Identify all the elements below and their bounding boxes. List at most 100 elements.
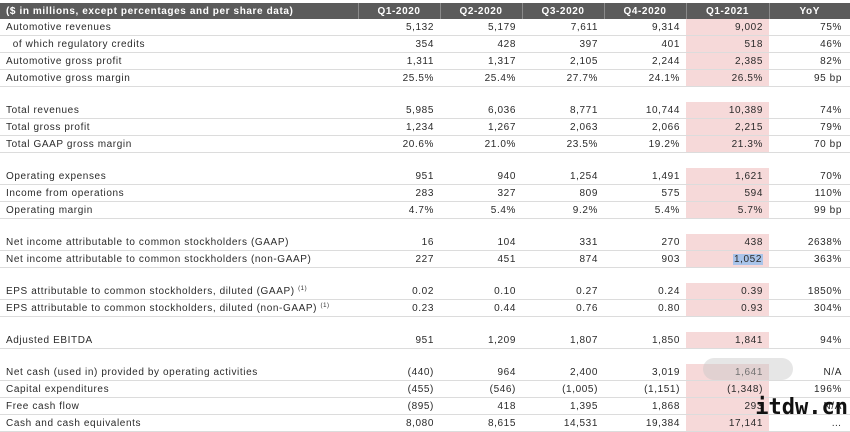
cell-value: 14,531 [563,417,598,429]
cell-value: 1,807 [569,334,598,346]
value-cell: 19,384 [604,415,686,432]
row-label-text: Total revenues [6,104,80,116]
footnote-marker: (1) [320,302,330,309]
cell-value: 70 bp [813,138,842,150]
value-cell: 26.5% [686,69,769,87]
cell-value: 293 [744,400,763,412]
cell-value: (440) [407,366,434,378]
cell-value: 3,019 [651,366,680,378]
value-cell: 518 [686,35,769,53]
cell-value: 19.2% [648,138,680,150]
cell-value: 940 [497,170,516,182]
value-cell: 575 [604,185,686,202]
cell-value: 16 [421,236,434,248]
row-label-text: Free cash flow [6,400,80,412]
cell-value: 25.4% [484,72,516,84]
row-label: Automotive revenues [0,19,358,36]
value-cell: 5.4% [440,202,522,219]
row-label: Automotive gross margin [0,70,358,87]
row-label-text: of which regulatory credits [6,38,146,50]
value-cell: 0.76 [522,300,604,317]
cell-value: 2,066 [651,121,680,133]
value-cell: 951 [358,332,440,349]
cell-value: (546) [489,383,516,395]
value-cell: 1,317 [440,53,522,70]
value-cell: (440) [358,364,440,381]
table-row: Automotive gross profit 1,311 1,317 2,105 2,… [0,52,850,70]
value-cell: 1,807 [522,332,604,349]
section-spacer [0,153,850,169]
cell-value: (455) [407,383,434,395]
cell-value: 809 [579,187,598,199]
table-row: Adjusted EBITDA 951 1,209 1,807 1,850 1,841 94… [0,332,850,349]
value-cell: 1,052 [686,250,769,268]
yoy-cell: 79% [769,119,850,136]
header-q1-2021: Q1-2021 [686,3,770,19]
value-cell: 1,841 [686,332,769,349]
yoy-cell: 2638% [769,234,850,251]
value-cell: 5,985 [358,102,440,119]
value-cell: 0.10 [440,283,522,300]
cell-value: 0.44 [494,302,516,314]
row-label-text: Operating margin [6,204,93,216]
value-cell: 1,311 [358,53,440,70]
row-label-text: Automotive gross profit [6,55,123,67]
row-label: Operating expenses [0,168,358,185]
value-cell: 7,611 [522,19,604,36]
yoy-cell: 95 bp [769,70,850,87]
table-row: EPS attributable to common stockholders,… [0,283,850,300]
cell-value: 903 [661,253,680,265]
value-cell: 0.27 [522,283,604,300]
row-label: Income from operations [0,185,358,202]
cell-value: 1,850 [651,334,680,346]
cell-value: (1,005) [562,383,598,395]
yoy-cell: 363% [769,251,850,268]
value-cell: 25.5% [358,70,440,87]
value-cell: 27.7% [522,70,604,87]
cell-value[interactable]: 1,052 [732,253,763,265]
cell-value: 594 [744,187,763,199]
value-cell: 6,036 [440,102,522,119]
value-cell: (1,348) [686,380,769,398]
yoy-cell: 70% [769,168,850,185]
row-label: Total revenues [0,102,358,119]
row-label: Capital expenditures [0,381,358,398]
value-cell: (1,005) [522,381,604,398]
header-q1-2020: Q1-2020 [358,3,441,19]
cell-value: 951 [415,170,434,182]
value-cell: 428 [440,36,522,53]
cell-value: 0.76 [576,302,598,314]
cell-value: 428 [497,38,516,50]
cell-value: 82% [820,55,842,67]
row-label: Operating margin [0,202,358,219]
cell-value: 964 [497,366,516,378]
cell-value: 9,314 [651,21,680,33]
footnote-marker: (1) [298,285,308,292]
value-cell: 21.0% [440,136,522,153]
cell-value: 8,615 [487,417,516,429]
value-cell: 8,615 [440,415,522,432]
value-cell: 3,019 [604,364,686,381]
value-cell: 23.5% [522,136,604,153]
cell-value: 5.4% [490,204,516,216]
value-cell: 1,234 [358,119,440,136]
cell-value: 2,244 [651,55,680,67]
value-cell: 9.2% [522,202,604,219]
cell-value: 1,491 [651,170,680,182]
cell-value: 6,036 [487,104,516,116]
value-cell: 331 [522,234,604,251]
yoy-cell: 74% [769,102,850,119]
row-label: Cash and cash equivalents [0,415,358,432]
value-cell: 0.93 [686,299,769,317]
cell-value: 8,080 [405,417,434,429]
table-row: Total gross profit 1,234 1,267 2,063 2,066 2,… [0,118,850,136]
cell-value: 19,384 [645,417,680,429]
table-row: Automotive revenues 5,132 5,179 7,611 9,314 9… [0,19,850,36]
section-spacer [0,268,850,284]
cell-value: 401 [661,38,680,50]
yoy-cell: 94% [769,332,850,349]
yoy-cell: 110% [769,185,850,202]
cell-value: 1,641 [734,366,763,378]
value-cell: 1,850 [604,332,686,349]
row-label: Net income attributable to common stockh… [0,251,358,268]
